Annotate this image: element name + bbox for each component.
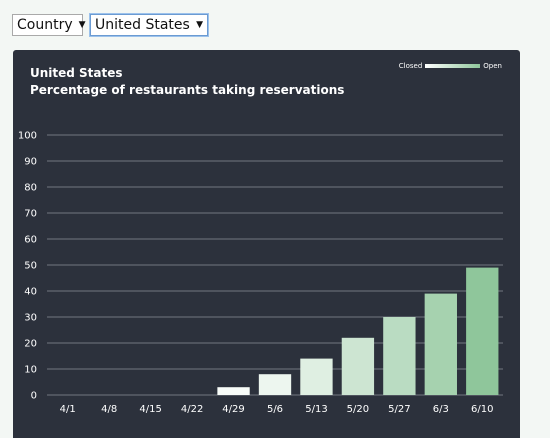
y-tick-label: 90: [24, 157, 37, 168]
region-select-value: United States: [95, 17, 190, 33]
y-tick-label: 80: [24, 183, 37, 194]
bar-5-13: [300, 358, 333, 395]
y-tick-label: 20: [24, 339, 37, 350]
legend-gradient-bar: [425, 64, 481, 68]
country-select[interactable]: Country ▼: [12, 14, 86, 36]
bar-chart: 0 10 20 30 40 50 60 70 80 90 100 4/1 4/8 4/15 4/22 4/29…: [18, 131, 503, 415]
x-tick-label: 5/13: [305, 404, 327, 415]
y-tick-label: 50: [24, 261, 37, 272]
bar-6-3: [424, 293, 457, 395]
bar-5-20: [341, 337, 375, 395]
bar-6-10: [466, 267, 499, 395]
chart-legend: Closed Open: [399, 62, 502, 70]
x-tick-label: 5/27: [388, 404, 410, 415]
y-tick-label: 60: [24, 235, 37, 246]
bar-5-27: [383, 317, 416, 395]
legend-high-label: Open: [483, 62, 502, 70]
y-tick-label: 70: [24, 209, 37, 220]
x-tick-label: 4/1: [60, 404, 76, 415]
y-tick-label: 0: [31, 391, 37, 402]
chart-titles: United States Percentage of restaurants …: [30, 65, 344, 99]
bar-5-6: [258, 374, 292, 395]
y-tick-label: 10: [24, 365, 37, 376]
dropdown-arrow-icon: ▼: [196, 20, 203, 30]
x-tick-label: 4/8: [101, 404, 117, 415]
country-select-value: Country: [17, 17, 73, 33]
dropdown-arrow-icon: ▼: [78, 20, 86, 30]
x-tick-label: 4/22: [181, 404, 203, 415]
chart-subtitle: Percentage of restaurants taking reserva…: [30, 83, 345, 97]
y-tick-label: 30: [24, 313, 37, 324]
region-select[interactable]: United States ▼: [90, 14, 208, 36]
x-tick-label: 6/3: [433, 404, 449, 415]
x-tick-label: 4/29: [222, 404, 244, 415]
x-tick-label: 4/15: [139, 404, 161, 415]
x-tick-label: 5/6: [267, 404, 283, 415]
y-tick-label: 40: [24, 287, 37, 298]
legend-low-label: Closed: [398, 62, 423, 70]
y-tick-label: 100: [18, 131, 37, 142]
bar-4-29: [217, 387, 250, 395]
x-tick-label: 5/20: [347, 404, 369, 415]
chart-panel: United States Percentage of restaurants …: [13, 50, 520, 438]
x-tick-label: 6/10: [471, 404, 493, 415]
chart-title: United States: [30, 66, 123, 80]
